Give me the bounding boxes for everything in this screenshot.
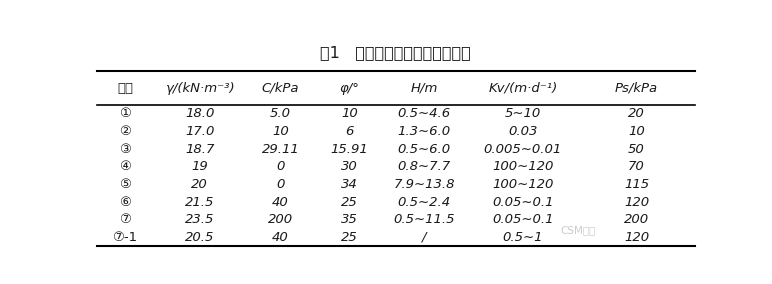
Text: ⑤: ⑤ <box>119 178 131 191</box>
Text: 10: 10 <box>272 125 289 138</box>
Text: 20.5: 20.5 <box>185 231 215 244</box>
Text: 25: 25 <box>341 196 357 209</box>
Text: ③: ③ <box>119 143 131 156</box>
Text: 100∼120: 100∼120 <box>492 178 554 191</box>
Text: 25: 25 <box>341 231 357 244</box>
Text: 17.0: 17.0 <box>185 125 215 138</box>
Text: 40: 40 <box>272 196 289 209</box>
Text: 50: 50 <box>628 143 645 156</box>
Text: 35: 35 <box>341 213 357 226</box>
Text: 表1   土层物理力学性质参数指标: 表1 土层物理力学性质参数指标 <box>320 45 471 60</box>
Text: 21.5: 21.5 <box>185 196 215 209</box>
Text: 1.3∼6.0: 1.3∼6.0 <box>398 125 451 138</box>
Text: 0.05∼0.1: 0.05∼0.1 <box>492 196 554 209</box>
Text: 115: 115 <box>624 178 649 191</box>
Text: Ps/kPa: Ps/kPa <box>615 82 658 95</box>
Text: 5.0: 5.0 <box>270 107 291 120</box>
Text: 18.0: 18.0 <box>185 107 215 120</box>
Text: ②: ② <box>119 125 131 138</box>
Text: 23.5: 23.5 <box>185 213 215 226</box>
Text: 10: 10 <box>628 125 645 138</box>
Text: 0.005∼0.01: 0.005∼0.01 <box>484 143 562 156</box>
Text: 19: 19 <box>191 160 208 173</box>
Text: 200: 200 <box>268 213 293 226</box>
Text: 18.7: 18.7 <box>185 143 215 156</box>
Text: φ/°: φ/° <box>340 82 359 95</box>
Text: H/m: H/m <box>411 82 438 95</box>
Text: 0.5∼4.6: 0.5∼4.6 <box>398 107 451 120</box>
Text: ⑦: ⑦ <box>119 213 131 226</box>
Text: 20: 20 <box>191 178 208 191</box>
Text: 120: 120 <box>624 231 649 244</box>
Text: 0.5∼6.0: 0.5∼6.0 <box>398 143 451 156</box>
Text: 29.11: 29.11 <box>262 143 300 156</box>
Text: Kv/(m·d⁻¹): Kv/(m·d⁻¹) <box>488 82 557 95</box>
Text: 0.05∼0.1: 0.05∼0.1 <box>492 213 554 226</box>
Text: ⑥: ⑥ <box>119 196 131 209</box>
Text: 120: 120 <box>624 196 649 209</box>
Text: 10: 10 <box>341 107 357 120</box>
Text: C/kPa: C/kPa <box>262 82 300 95</box>
Text: ④: ④ <box>119 160 131 173</box>
Text: 6: 6 <box>345 125 354 138</box>
Text: 70: 70 <box>628 160 645 173</box>
Text: 100∼120: 100∼120 <box>492 160 554 173</box>
Text: 7.9∼13.8: 7.9∼13.8 <box>393 178 455 191</box>
Text: 40: 40 <box>272 231 289 244</box>
Text: 15.91: 15.91 <box>330 143 368 156</box>
Text: γ/(kN·m⁻³): γ/(kN·m⁻³) <box>165 82 235 95</box>
Text: 0.5∼1: 0.5∼1 <box>503 231 543 244</box>
Text: 0: 0 <box>276 160 285 173</box>
Text: 0.5∼2.4: 0.5∼2.4 <box>398 196 451 209</box>
Text: ⑦-1: ⑦-1 <box>113 231 137 244</box>
Text: 0.8∼7.7: 0.8∼7.7 <box>398 160 451 173</box>
Text: 0.03: 0.03 <box>508 125 537 138</box>
Text: 20: 20 <box>628 107 645 120</box>
Text: 0: 0 <box>276 178 285 191</box>
Text: 5∼10: 5∼10 <box>505 107 541 120</box>
Text: /: / <box>422 231 426 244</box>
Text: 0.5∼11.5: 0.5∼11.5 <box>393 213 455 226</box>
Text: 200: 200 <box>624 213 649 226</box>
Text: 30: 30 <box>341 160 357 173</box>
Text: 34: 34 <box>341 178 357 191</box>
Text: ①: ① <box>119 107 131 120</box>
Text: 地层: 地层 <box>117 82 133 95</box>
Text: CSM工法: CSM工法 <box>560 225 596 235</box>
